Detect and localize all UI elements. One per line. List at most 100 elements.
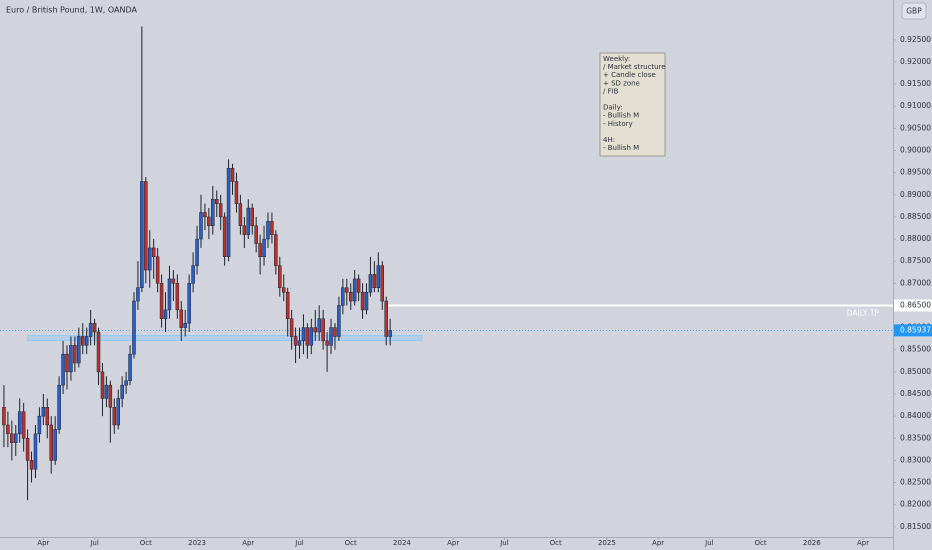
x-tick-label: Jul [89, 539, 99, 547]
y-tick-label: 0.90500 [900, 123, 931, 132]
y-tick-label: 0.87000 [900, 278, 931, 287]
candle-body [128, 353, 132, 381]
candle-body [148, 247, 152, 271]
y-tick-label: 0.82000 [900, 500, 931, 509]
y-tick-label: 0.83000 [900, 455, 931, 464]
candle-body [112, 407, 117, 426]
currency-box[interactable] [901, 2, 927, 20]
currency[interactable]: GBP [906, 7, 922, 16]
candle-body [301, 327, 306, 342]
candle-body [41, 407, 46, 417]
x-tick-label: Apr [37, 539, 49, 547]
candle-body [10, 433, 14, 443]
candle-body [372, 274, 377, 289]
candle-body [108, 384, 113, 408]
candle-body [207, 216, 211, 227]
candle-body [380, 265, 385, 302]
note-line: + SD zone [603, 79, 640, 87]
candle-body [317, 318, 321, 333]
candle-body [124, 380, 128, 386]
candle-body [364, 291, 369, 311]
candle-body [258, 243, 262, 258]
candle-body [215, 198, 219, 204]
candle-body [337, 305, 341, 337]
candle-body [171, 278, 176, 284]
candle-body [159, 283, 164, 319]
target-price-label: 0.86500 [900, 300, 931, 309]
last-price-label: 0.85937 [900, 325, 931, 334]
candle-body [191, 265, 195, 284]
candle-body [120, 384, 124, 399]
candle-body [321, 318, 325, 342]
candle-body [360, 291, 365, 311]
y-tick-label: 0.84000 [900, 411, 931, 420]
note-line: / Market structure [603, 63, 666, 71]
x-tick-label: Apr [242, 539, 254, 547]
candle-body [211, 198, 215, 227]
candle-body [348, 291, 353, 302]
candle-body [238, 203, 243, 227]
candle-body [266, 221, 270, 240]
candle-body [293, 336, 298, 346]
candle-body [53, 429, 57, 461]
y-tick-label: 0.87500 [900, 256, 931, 265]
x-tick-label: Jul [704, 539, 714, 547]
candle-body [285, 291, 290, 319]
candle-body [352, 278, 357, 302]
note-box [599, 52, 666, 157]
y-tick-label: 0.92500 [900, 35, 931, 44]
candle-body [345, 287, 349, 293]
note-line: Daily: [603, 104, 623, 112]
candle-body [144, 181, 148, 271]
candle-body [341, 287, 345, 306]
candle-body [73, 345, 77, 364]
candle-body [262, 238, 266, 258]
candle-body [333, 327, 337, 337]
candle-body [246, 207, 251, 235]
x-tick-label: 2023 [188, 539, 206, 547]
candle-body [17, 411, 22, 435]
candle-body [88, 322, 93, 337]
candle-body [368, 274, 373, 293]
x-tick-label: 2024 [393, 539, 411, 547]
candle-body [92, 322, 97, 333]
x-tick-label: Apr [447, 539, 459, 547]
candle-body [45, 407, 50, 426]
candle-body [242, 225, 247, 235]
candle-body [33, 433, 38, 470]
x-tick-label: Apr [857, 539, 869, 547]
candle-body [2, 407, 6, 426]
candle-body [325, 340, 329, 346]
candle-body [254, 225, 258, 244]
candle-body [57, 384, 61, 430]
target-name: DAILY TP [847, 308, 880, 317]
candle-body [100, 371, 105, 399]
candle-body [175, 283, 180, 311]
x-tick-label: Oct [345, 539, 357, 547]
y-tick-label: 0.82500 [900, 478, 931, 487]
y-tick-label: 0.88000 [900, 234, 931, 243]
y-tick-label: 0.85500 [900, 345, 931, 354]
candle-body [309, 327, 314, 346]
candle-body [21, 411, 26, 439]
candle-body [187, 283, 191, 324]
note-line: / FIB [603, 87, 619, 95]
candle-body [96, 331, 101, 373]
candle-body [6, 424, 10, 435]
candle-body [77, 336, 81, 364]
candle-body [384, 300, 388, 337]
candle-body [69, 345, 73, 373]
candle-body [203, 212, 207, 218]
candle-body [29, 460, 34, 470]
candle-body [250, 207, 254, 227]
candle-body [230, 167, 235, 182]
candle-body [167, 278, 172, 311]
candle-body [376, 265, 381, 289]
candle-body [61, 353, 65, 386]
y-tick-label: 0.88500 [900, 212, 931, 221]
candle-body [305, 327, 310, 346]
candle-body [313, 327, 318, 333]
candle-body [297, 340, 302, 346]
